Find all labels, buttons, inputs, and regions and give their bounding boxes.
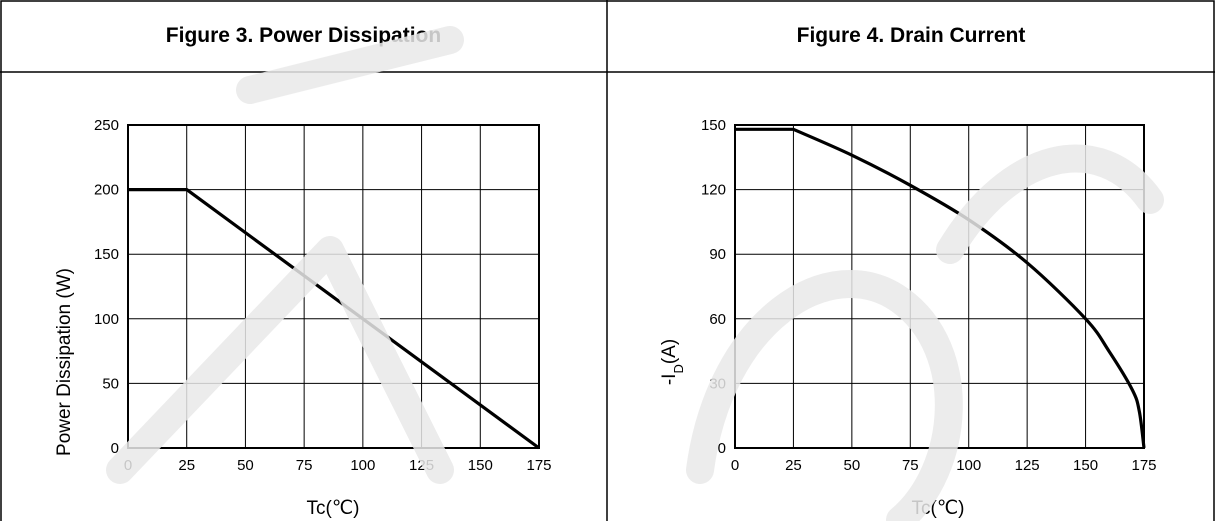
chart1-x-tick-label: 175 <box>526 457 551 474</box>
chart1-y-tick-label: 100 <box>94 311 119 328</box>
chart1-y-axis-title: Power Dissipation (W) <box>54 268 75 456</box>
figure3-title: Figure 3. Power Dissipation <box>165 24 442 47</box>
chart1-x-tick-label: 75 <box>296 457 313 474</box>
chart2-x-tick-label: 100 <box>956 457 981 474</box>
chart2-x-tick-label: 50 <box>844 457 861 474</box>
chart2-x-tick-label: 25 <box>785 457 802 474</box>
chart2-y-tick-label: 0 <box>718 440 726 457</box>
drain-current-chart: 0 25 50 75 100 125 150 175 0 30 60 90 120 150 Tc(℃) -… <box>659 117 1157 519</box>
chart2-grid <box>734 124 1145 449</box>
chart2-y-tick-label: 150 <box>701 117 726 134</box>
chart2-x-tick-label: 175 <box>1131 457 1156 474</box>
chart1-grid <box>127 124 540 449</box>
chart2-series-line <box>735 127 1146 449</box>
chart2-series <box>735 127 1146 449</box>
chart2-y-tick-label: 120 <box>701 182 726 199</box>
chart1-x-tick-label: 100 <box>350 457 375 474</box>
chart2-y-tick-label: 60 <box>709 311 726 328</box>
chart2-x-tick-label: 150 <box>1073 457 1098 474</box>
chart1-x-tick-label: 0 <box>124 457 132 474</box>
chart1-y-tick-label: 0 <box>111 440 119 457</box>
chart2-x-tick-label: 75 <box>902 457 919 474</box>
chart1-x-tick-label: 150 <box>468 457 493 474</box>
chart1-y-tick-label: 50 <box>102 375 119 392</box>
chart1-plot-frame <box>127 124 540 449</box>
chart1-x-tick-label: 125 <box>409 457 434 474</box>
chart2-x-tick-label: 125 <box>1015 457 1040 474</box>
chart2-x-axis-title: Tc(℃) <box>912 498 965 519</box>
chart2-ticks: 0 25 50 75 100 125 150 175 0 30 60 90 120 150 <box>701 117 1157 474</box>
chart1-y-tick-label: 150 <box>94 246 119 263</box>
figure4-title: Figure 4. Drain Current <box>796 24 1026 47</box>
chart2-y-tick-label: 30 <box>709 375 726 392</box>
chart2-y-axis-title: -ID(A) <box>659 339 686 385</box>
power-dissipation-chart: 0 25 50 75 100 125 150 175 0 50 100 150 200 250 Tc(℃)… <box>54 117 552 519</box>
chart1-x-tick-label: 25 <box>178 457 195 474</box>
chart1-x-tick-label: 50 <box>237 457 254 474</box>
chart2-x-tick-label: 0 <box>731 457 739 474</box>
chart1-ticks: 0 25 50 75 100 125 150 175 0 50 100 150 200 250 <box>94 117 552 474</box>
chart2-plot-frame <box>734 124 1145 449</box>
chart2-y-tick-label: 90 <box>709 246 726 263</box>
chart1-y-tick-label: 250 <box>94 117 119 134</box>
chart1-y-tick-label: 200 <box>94 182 119 199</box>
chart1-x-axis-title: Tc(℃) <box>307 498 360 519</box>
